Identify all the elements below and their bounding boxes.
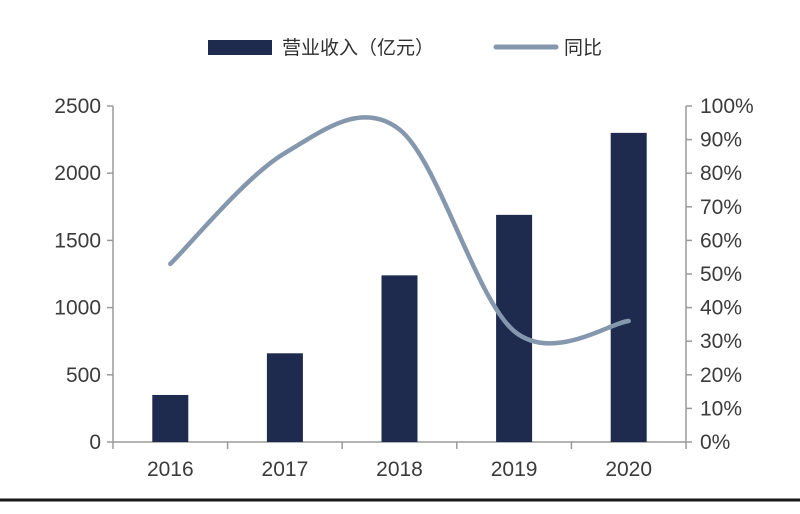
left-y-tick-label: 1500 xyxy=(54,229,101,252)
left-y-tick-label: 2500 xyxy=(54,95,101,118)
right-y-tick-label: 90% xyxy=(700,129,742,152)
x-tick-label: 2020 xyxy=(605,458,652,481)
left-y-tick-label: 1000 xyxy=(54,297,101,320)
right-y-tick-label: 70% xyxy=(700,196,742,219)
x-tick-label: 2018 xyxy=(376,458,423,481)
right-y-tick-label: 80% xyxy=(700,162,742,185)
bar xyxy=(152,394,189,442)
left-y-tick-label: 0 xyxy=(89,431,101,454)
legend: 营业收入（亿元） 同比 xyxy=(208,37,602,59)
right-y-tick-label: 100% xyxy=(700,95,754,118)
right-y-tick-label: 40% xyxy=(700,297,742,320)
right-y-tick-label: 50% xyxy=(700,263,742,286)
bar xyxy=(266,353,303,442)
left-y-ticks: 0 500 1000 1500 2000 2500 xyxy=(54,95,113,454)
series-line xyxy=(168,115,631,346)
left-y-tick-label: 2000 xyxy=(54,162,101,185)
right-y-tick-label: 0% xyxy=(700,431,730,454)
right-y-tick-label: 30% xyxy=(700,330,742,353)
left-y-tick-label: 500 xyxy=(66,364,101,387)
legend-label-line: 同比 xyxy=(564,37,602,59)
bar xyxy=(381,275,418,442)
right-y-tick-label: 60% xyxy=(700,229,742,252)
legend-label-bar: 营业收入（亿元） xyxy=(282,37,434,59)
bar-series xyxy=(152,132,647,442)
right-y-tick-label: 10% xyxy=(700,397,742,420)
x-ticks: 2016 2017 2018 2019 2020 xyxy=(112,442,687,481)
x-tick-label: 2019 xyxy=(491,458,538,481)
right-y-tick-label: 20% xyxy=(700,364,742,387)
legend-swatch-bar xyxy=(208,40,272,55)
bar xyxy=(610,132,647,442)
line-series xyxy=(168,115,631,346)
x-tick-label: 2017 xyxy=(262,458,309,481)
right-y-ticks: 0% 10% 20% 30% 40% 50% 60% 70% 80% 90% 100% xyxy=(686,95,754,454)
x-tick-label: 2016 xyxy=(147,458,194,481)
